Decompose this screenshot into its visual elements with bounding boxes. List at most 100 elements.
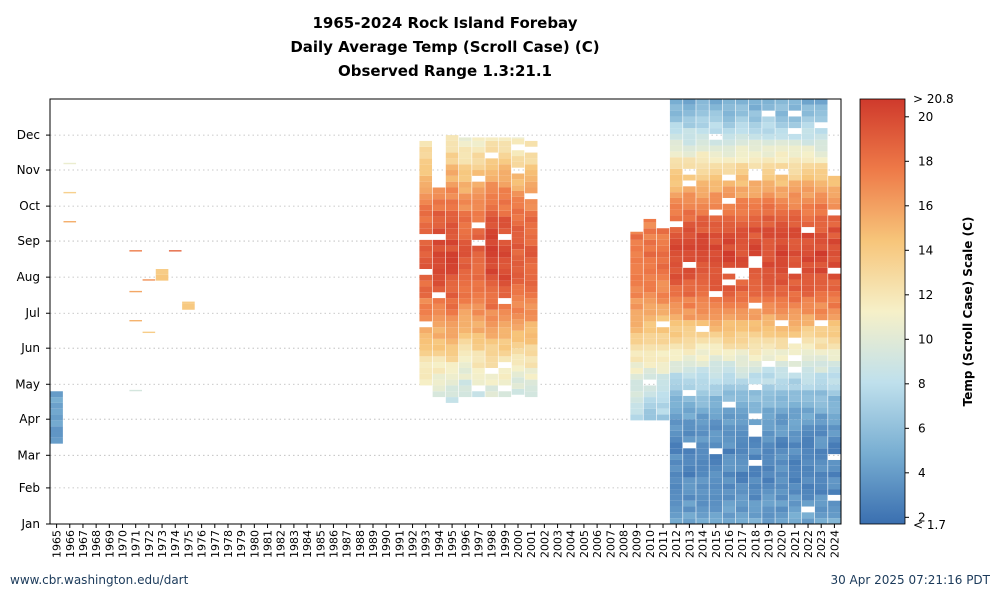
year-column-2020 [775, 99, 788, 524]
cell-2015-d21 [709, 494, 723, 501]
cell-1995-d135 [445, 362, 459, 368]
x-tick-label-1977: 1977 [209, 530, 222, 558]
cell-2013-d176 [683, 314, 696, 321]
cell-2013-d171 [683, 320, 696, 327]
cell-2016-d1 [722, 518, 736, 524]
cell-2018-d176 [749, 314, 762, 321]
cell-2015-d206 [709, 279, 723, 286]
cell-2013-d86 [683, 419, 696, 426]
cell-2012-d26 [669, 489, 683, 495]
cell-1994-d150 [432, 344, 446, 351]
cell-2023-d101 [814, 401, 828, 408]
cell-2000-d132 [511, 365, 525, 372]
cell-2001-d295 [524, 175, 538, 182]
year-column-1994 [432, 187, 446, 398]
cell-2009-d90 [630, 414, 643, 421]
cell-2020-d251 [775, 227, 788, 233]
cell-2019-d341 [762, 122, 775, 129]
cell-2022-d301 [801, 168, 815, 175]
cell-2017-d21 [735, 494, 749, 501]
cell-2001-d285 [524, 187, 538, 194]
cell-1997-d170 [472, 321, 485, 328]
cell-2000-d262 [511, 214, 525, 221]
cell-2019-d26 [762, 489, 775, 495]
cell-1996-d315 [458, 152, 472, 159]
cell-2022-d176 [801, 314, 815, 321]
cell-2016-d361 [722, 99, 736, 105]
cell-2023-d251 [814, 227, 828, 233]
cell-2016-d351 [722, 110, 736, 117]
cell-2021-d326 [788, 139, 802, 146]
year-column-1965 [50, 391, 63, 444]
cell-2021-d346 [788, 116, 802, 123]
cell-2017-d131 [735, 366, 749, 373]
cell-2018-d156 [749, 337, 762, 344]
cell-2000-d267 [511, 208, 525, 215]
cell-2024-d16 [828, 500, 841, 507]
cell-2001-d180 [524, 309, 538, 316]
cell-2018-d196 [749, 291, 762, 297]
cell-2012-d216 [669, 267, 683, 274]
cell-2015-d186 [709, 302, 723, 309]
cell-2020-d66 [775, 442, 788, 449]
cell-2020-d1 [775, 518, 788, 524]
cell-2000-d207 [511, 278, 525, 285]
cell-2022-d236 [801, 244, 815, 251]
cell-2009-d145 [630, 350, 643, 357]
cell-1994-d240 [432, 239, 446, 246]
cell-2011-d200 [656, 286, 670, 293]
cell-2023-d21 [814, 494, 828, 501]
cell-2022-d321 [801, 145, 815, 152]
cell-2015-d226 [709, 256, 723, 263]
cell-2014-d316 [696, 151, 709, 158]
cell-2018-d256 [749, 221, 762, 228]
cell-1995-d320 [445, 146, 459, 153]
cell-2014-d36 [696, 477, 709, 484]
cell-2014-d226 [696, 256, 709, 263]
cell-2013-d156 [683, 337, 696, 344]
cell-2014-d361 [696, 99, 709, 105]
cell-2016-d36 [722, 477, 736, 484]
cell-2018-d1 [749, 518, 762, 524]
cell-1997-d125 [472, 373, 485, 380]
cell-1994-d125 [432, 373, 446, 380]
cell-2013-d121 [683, 378, 696, 385]
cell-2017-d151 [735, 343, 749, 350]
cell-1999-d315 [498, 152, 512, 159]
cell-2011-d110 [656, 391, 670, 398]
cell-1994-d160 [432, 333, 446, 339]
cell-2016-d51 [722, 459, 736, 466]
cell-1997-d150 [472, 344, 485, 351]
cell-2020-d151 [775, 343, 788, 350]
cell-2021-d211 [788, 273, 802, 280]
cell-2012-d286 [669, 186, 683, 193]
colorbar-tick-label-8: 8 [918, 377, 926, 391]
cell-2013-d51 [683, 459, 696, 466]
cell-1998-d170 [485, 321, 498, 328]
cell-1993-d225 [419, 257, 433, 264]
cell-1998-d265 [485, 210, 498, 217]
cell-2012-d291 [669, 180, 683, 187]
year-column-2023 [814, 99, 828, 524]
cell-2016-d311 [722, 157, 736, 164]
cell-2017-d346 [735, 116, 749, 123]
cell-2023-d241 [814, 238, 828, 245]
cell-1998-d295 [485, 175, 498, 182]
cell-2020-d231 [775, 250, 788, 257]
cell-2015-d286 [709, 186, 723, 193]
cell-2018-d311 [749, 157, 762, 164]
cell-2010-d150 [643, 344, 657, 351]
cell-2021-d6 [788, 512, 802, 519]
cell-2020-d96 [775, 407, 788, 414]
cell-1997-d260 [472, 216, 485, 223]
cell-1995-d185 [445, 303, 459, 310]
cell-2014-d211 [696, 273, 709, 280]
cell-1997-d190 [472, 298, 485, 304]
cell-2015-d91 [709, 413, 723, 420]
cell-2015-d161 [709, 331, 723, 338]
cell-2012-d176 [669, 314, 683, 321]
cell-2022-d241 [801, 238, 815, 245]
cell-2018-d56 [749, 454, 762, 460]
x-tick-label-2007: 2007 [604, 530, 617, 558]
cell-1997-d285 [472, 187, 485, 194]
